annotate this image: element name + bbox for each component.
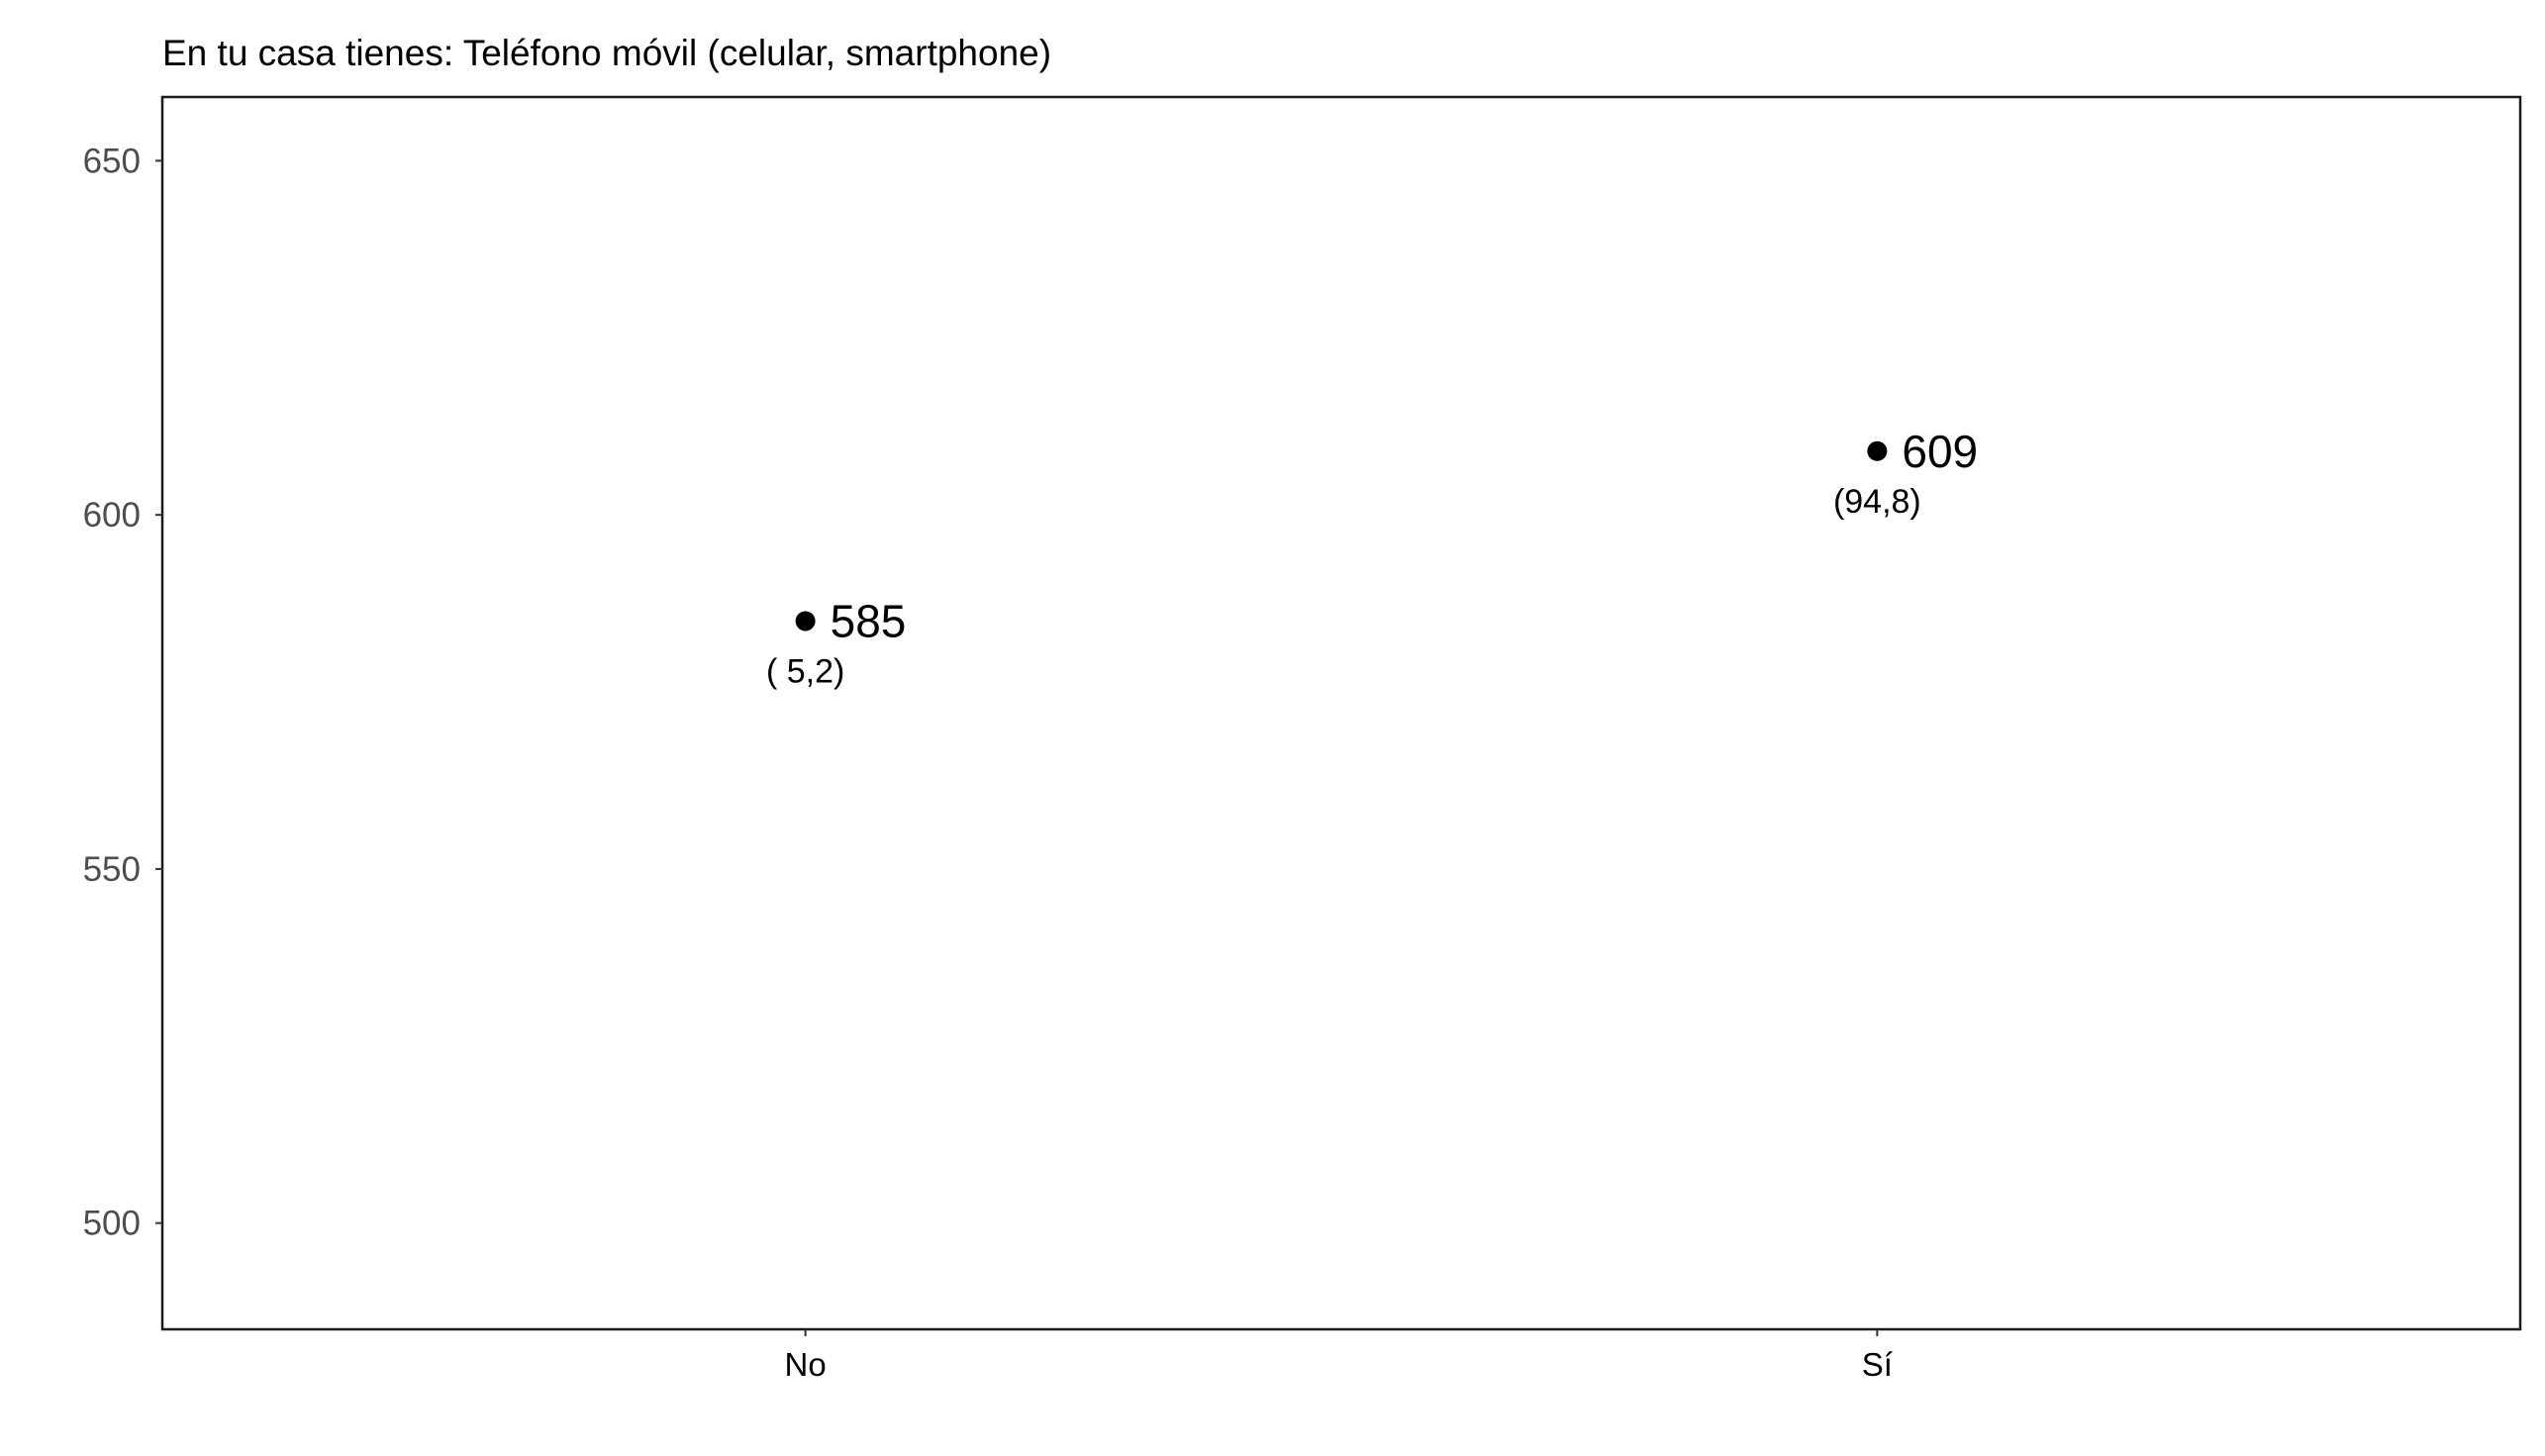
data-point	[1867, 440, 1888, 461]
plot-panel-border	[160, 95, 2522, 1331]
y-tick-label: 600	[83, 496, 141, 534]
value-label: 585	[831, 595, 907, 646]
y-tick-label: 550	[83, 850, 141, 889]
data-point	[795, 611, 816, 631]
y-tick-label: 650	[83, 142, 141, 180]
y-tick-label: 500	[83, 1205, 141, 1243]
percent-label: (94,8)	[1833, 483, 1921, 521]
x-tick-label: No	[785, 1346, 827, 1383]
x-tick-label: Sí	[1862, 1346, 1893, 1383]
value-label: 609	[1902, 426, 1978, 477]
data-points: 585 ( 5,2) 609 (94,8)	[766, 426, 1978, 691]
chart-title: En tu casa tienes: Teléfono móvil (celul…	[162, 33, 1051, 73]
percent-label: ( 5,2)	[766, 652, 844, 690]
y-axis: 500 550 600 650	[83, 142, 162, 1243]
x-axis: No Sí	[785, 1329, 1893, 1383]
